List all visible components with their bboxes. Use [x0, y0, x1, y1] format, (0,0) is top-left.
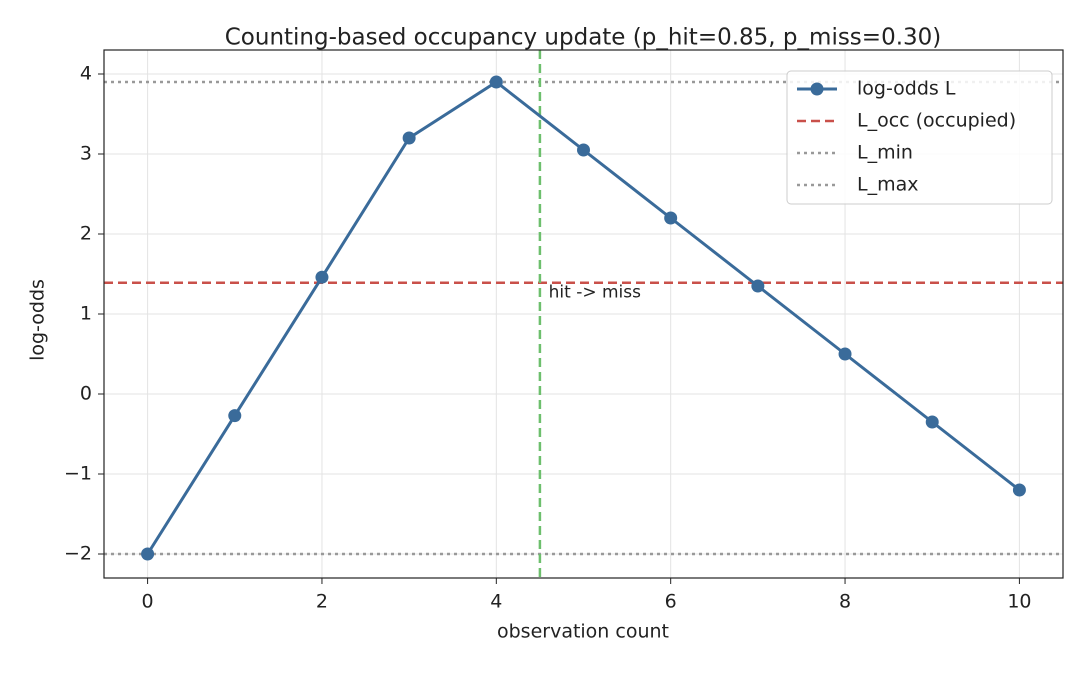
x-tick-label: 6	[665, 591, 677, 613]
data-point	[838, 347, 852, 361]
data-point	[925, 415, 939, 429]
data-point	[141, 547, 155, 561]
x-axis-label: observation count	[497, 621, 669, 643]
annotation: hit -> miss	[549, 282, 641, 302]
legend-label: log-odds L	[857, 78, 956, 100]
x-tick-label: 2	[316, 591, 328, 613]
x-tick-label: 0	[142, 591, 154, 613]
legend-label: L_max	[857, 174, 918, 196]
x-tick-label: 4	[490, 591, 502, 613]
y-tick-label: 0	[80, 383, 92, 405]
data-point	[664, 211, 678, 225]
y-tick-label: 3	[80, 143, 92, 165]
data-point	[1012, 483, 1026, 497]
chart-title: Counting-based occupancy update (p_hit=0…	[225, 25, 942, 51]
legend-box	[786, 70, 1053, 205]
data-point	[402, 131, 416, 145]
data-point	[489, 75, 503, 89]
data-point	[577, 143, 590, 157]
x-tick-label: 10	[1007, 591, 1031, 613]
x-tick-label: 8	[839, 591, 851, 613]
y-axis-label: log-odds	[27, 279, 49, 361]
y-tick-label: 1	[80, 303, 92, 325]
axes-frame	[103, 49, 1064, 579]
legend-marker	[810, 82, 824, 96]
y-tick-label: −2	[64, 543, 92, 565]
legend-label: L_min	[857, 142, 913, 164]
data-point	[315, 270, 329, 284]
data-point	[228, 409, 242, 423]
legend-label: L_occ (occupied)	[857, 110, 1016, 132]
y-tick-label: 4	[80, 63, 92, 85]
y-tick-label: 2	[80, 223, 92, 245]
y-tick-label: −1	[64, 463, 92, 485]
data-point	[751, 279, 765, 293]
